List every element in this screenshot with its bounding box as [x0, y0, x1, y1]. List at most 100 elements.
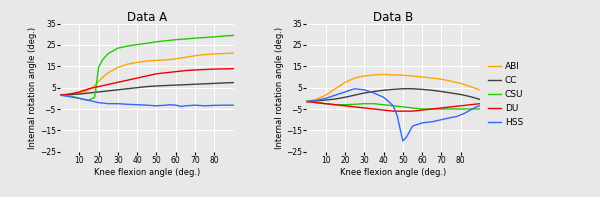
ABI — [110, 68, 118, 71]
ABI — [91, 84, 98, 87]
ABI — [409, 75, 416, 77]
CSU — [80, 98, 87, 101]
CSU — [230, 34, 237, 37]
CC — [66, 93, 73, 96]
ABI — [124, 63, 131, 65]
ABI — [448, 80, 455, 83]
CC — [332, 98, 339, 100]
HSS — [95, 101, 102, 104]
HSS — [370, 92, 377, 94]
CSU — [99, 59, 106, 61]
ABI — [389, 74, 397, 76]
HSS — [201, 105, 208, 107]
ABI — [438, 78, 445, 80]
X-axis label: Knee flexion angle (deg.): Knee flexion angle (deg.) — [94, 168, 200, 177]
HSS — [211, 104, 218, 107]
HSS — [172, 104, 179, 106]
CSU — [380, 104, 387, 106]
ABI — [467, 85, 474, 88]
DU — [230, 68, 237, 70]
CC — [134, 86, 141, 89]
DU — [448, 106, 455, 108]
DU — [389, 110, 397, 112]
Line: CSU: CSU — [60, 35, 233, 100]
Line: ABI: ABI — [307, 74, 480, 101]
CSU — [361, 102, 368, 105]
CSU — [95, 66, 102, 69]
ABI — [60, 94, 67, 96]
CSU — [56, 94, 64, 96]
Title: Data B: Data B — [373, 11, 413, 24]
DU — [322, 102, 329, 105]
CSU — [457, 108, 464, 110]
Line: ABI: ABI — [60, 53, 233, 95]
Line: CC: CC — [307, 89, 480, 101]
CSU — [143, 42, 151, 45]
ABI — [104, 72, 112, 74]
CSU — [153, 41, 160, 43]
ABI — [56, 94, 64, 96]
ABI — [143, 60, 151, 62]
HSS — [163, 104, 170, 106]
HSS — [361, 89, 368, 91]
CC — [201, 83, 208, 85]
CSU — [419, 108, 426, 110]
HSS — [85, 99, 92, 102]
CC — [341, 96, 349, 98]
DU — [332, 104, 339, 106]
ABI — [428, 77, 436, 79]
HSS — [313, 99, 320, 102]
CSU — [124, 45, 131, 47]
CC — [191, 83, 199, 85]
CSU — [163, 40, 170, 42]
CSU — [201, 36, 208, 39]
DU — [438, 107, 445, 109]
CC — [351, 94, 358, 96]
CSU — [351, 103, 358, 106]
DU — [380, 109, 387, 111]
CC — [56, 94, 64, 96]
HSS — [76, 97, 83, 99]
DU — [351, 106, 358, 108]
CC — [370, 90, 377, 93]
Y-axis label: Internal rotation angle (deg.): Internal rotation angle (deg.) — [28, 27, 37, 149]
ABI — [230, 52, 237, 54]
ABI — [220, 52, 227, 55]
Line: HSS: HSS — [307, 89, 480, 141]
ABI — [303, 100, 310, 103]
HSS — [453, 115, 460, 118]
Legend: ABI, CC, CSU, DU, HSS: ABI, CC, CSU, DU, HSS — [488, 62, 523, 127]
CSU — [341, 104, 349, 106]
HSS — [114, 102, 121, 105]
HSS — [230, 104, 237, 106]
CC — [399, 87, 406, 90]
HSS — [399, 140, 406, 142]
ABI — [82, 90, 89, 93]
ABI — [182, 56, 189, 59]
ABI — [85, 89, 92, 91]
CSU — [448, 108, 455, 110]
ABI — [341, 81, 349, 84]
ABI — [361, 75, 368, 77]
CC — [143, 85, 151, 88]
CC — [182, 84, 189, 86]
HSS — [419, 122, 426, 124]
HSS — [66, 96, 73, 98]
ABI — [72, 92, 79, 95]
HSS — [104, 102, 112, 105]
DU — [428, 108, 436, 110]
CSU — [303, 100, 310, 103]
HSS — [467, 109, 474, 111]
CSU — [428, 108, 436, 110]
ABI — [101, 75, 108, 77]
CC — [419, 88, 426, 91]
ABI — [351, 77, 358, 79]
HSS — [178, 105, 185, 108]
CSU — [220, 35, 227, 37]
ABI — [201, 53, 208, 56]
DU — [134, 77, 141, 79]
DU — [399, 110, 406, 112]
CSU — [114, 47, 121, 49]
CSU — [467, 108, 474, 110]
HSS — [220, 104, 227, 106]
